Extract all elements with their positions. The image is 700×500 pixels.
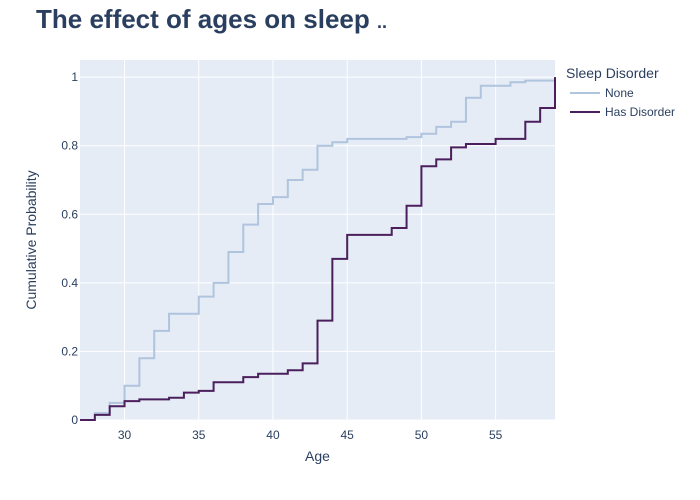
y-tick-label: 0.4 (61, 276, 78, 290)
series-line-has-disorder[interactable] (80, 77, 556, 421)
y-tick-label: 0 (71, 413, 78, 427)
y-tick-label: 1 (71, 70, 78, 84)
legend-item[interactable]: Has Disorder (570, 105, 675, 119)
x-tick-label: 45 (341, 428, 355, 442)
x-tick-label: 40 (266, 428, 280, 442)
x-axis-ticks: 30 35 40 45 50 55 (118, 428, 503, 442)
x-axis-label: Age (305, 448, 330, 464)
plot-background (80, 60, 555, 420)
series-lines (80, 77, 556, 421)
x-tick-label: 30 (118, 428, 132, 442)
chart-title-text: The effect of ages on sleep (36, 4, 370, 34)
y-axis-ticks: 0 0.2 0.4 0.6 0.8 1 (61, 70, 78, 427)
y-tick-label: 0.2 (61, 344, 78, 358)
legend-label: Has Disorder (605, 105, 675, 119)
y-axis-label: Cumulative Probability (23, 170, 39, 309)
x-tick-label: 35 (192, 428, 206, 442)
legend-label: None (605, 86, 634, 100)
x-tick-label: 55 (489, 428, 503, 442)
y-tick-label: 0.8 (61, 139, 78, 153)
legend-item[interactable]: None (570, 86, 634, 100)
legend[interactable]: Sleep Disorder None Has Disorder (566, 65, 675, 119)
chart-title-ellipsis: .. (376, 12, 387, 32)
series-line-none[interactable] (80, 77, 556, 421)
x-tick-label: 50 (415, 428, 429, 442)
legend-title: Sleep Disorder (566, 65, 659, 81)
chart-title: The effect of ages on sleep .. (36, 4, 387, 35)
y-tick-label: 0.6 (61, 207, 78, 221)
